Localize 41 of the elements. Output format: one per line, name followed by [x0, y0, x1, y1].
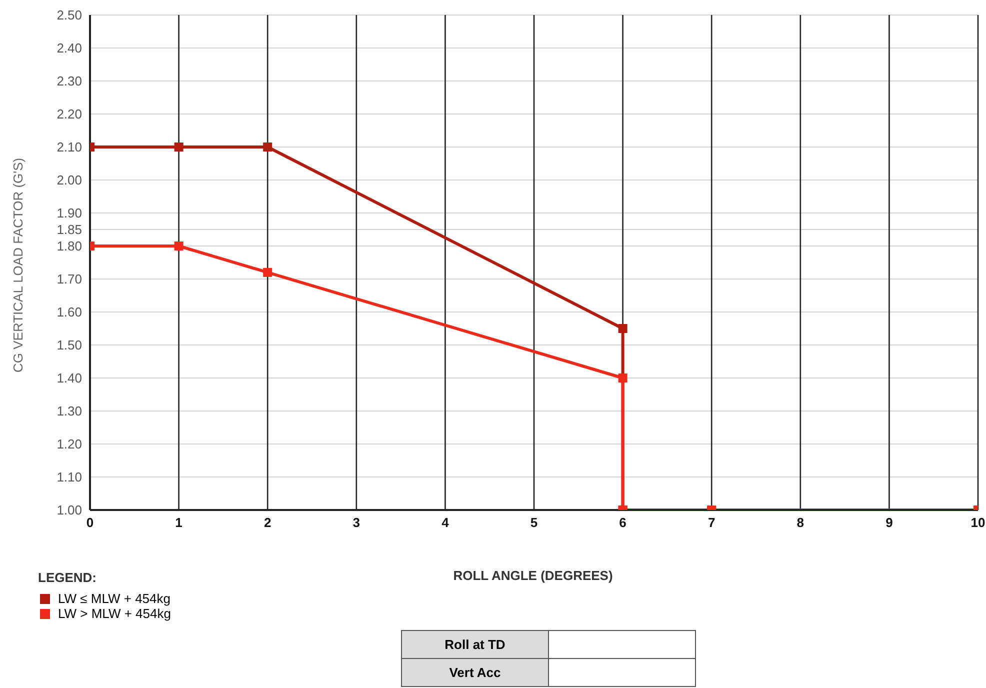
y-tick-label: 2.10	[56, 140, 82, 155]
x-tick-label: 7	[708, 515, 716, 530]
y-tick-label: 1.90	[56, 206, 82, 221]
point	[174, 242, 184, 250]
x-tick-label: 4	[442, 515, 450, 530]
x-tick-label: 5	[530, 515, 538, 530]
x-tick-label: 1	[175, 515, 182, 530]
legend-label: LW ≤ MLW + 454kg	[58, 591, 170, 606]
x-axis-title: ROLL ANGLE (DEGREES)	[452, 568, 614, 583]
y-tick-label: 1.10	[56, 470, 82, 485]
x-tick-label: 3	[352, 515, 360, 530]
y-tick-label: 1.30	[56, 404, 82, 419]
point	[618, 374, 628, 382]
y-tick-label: 2.30	[56, 74, 82, 89]
point	[263, 268, 272, 277]
y-tick-label: 1.40	[56, 370, 82, 386]
point	[618, 324, 628, 333]
x-tick-label: 0	[86, 515, 94, 530]
y-tick-label: 2.20	[56, 106, 82, 122]
y-tick-label: 2.40	[56, 40, 82, 56]
text: Vert Acc	[402, 658, 548, 686]
y-tick-label: 1.00	[56, 502, 82, 518]
point	[263, 142, 272, 152]
y-tick-label: 1.60	[56, 304, 82, 320]
x-tick-label: 10	[970, 515, 986, 530]
y-tick-label: 1.50	[56, 338, 82, 353]
x-tick-label: 6	[619, 515, 626, 530]
y-tick-label: 2.50	[56, 8, 82, 23]
legend-label: LW > MLW + 454kg	[58, 606, 171, 621]
y-tick-label: 1.70	[56, 272, 82, 287]
legend-title: LEGEND:	[38, 570, 98, 585]
x-tick-label: 9	[886, 515, 893, 530]
y-tick-label: 1.85	[56, 222, 82, 238]
y-tick-label: 1.80	[56, 238, 82, 254]
y-tick-label: 1.20	[56, 436, 82, 452]
point	[174, 142, 184, 152]
y-axis-title: CG VERTICAL LOAD FACTOR (G'S)	[10, 158, 26, 372]
x-tick-label: 2	[264, 515, 272, 530]
y-tick-label: 2.00	[56, 172, 82, 188]
x-tick-label: 8	[796, 515, 804, 530]
text: Roll at TD	[402, 630, 548, 658]
